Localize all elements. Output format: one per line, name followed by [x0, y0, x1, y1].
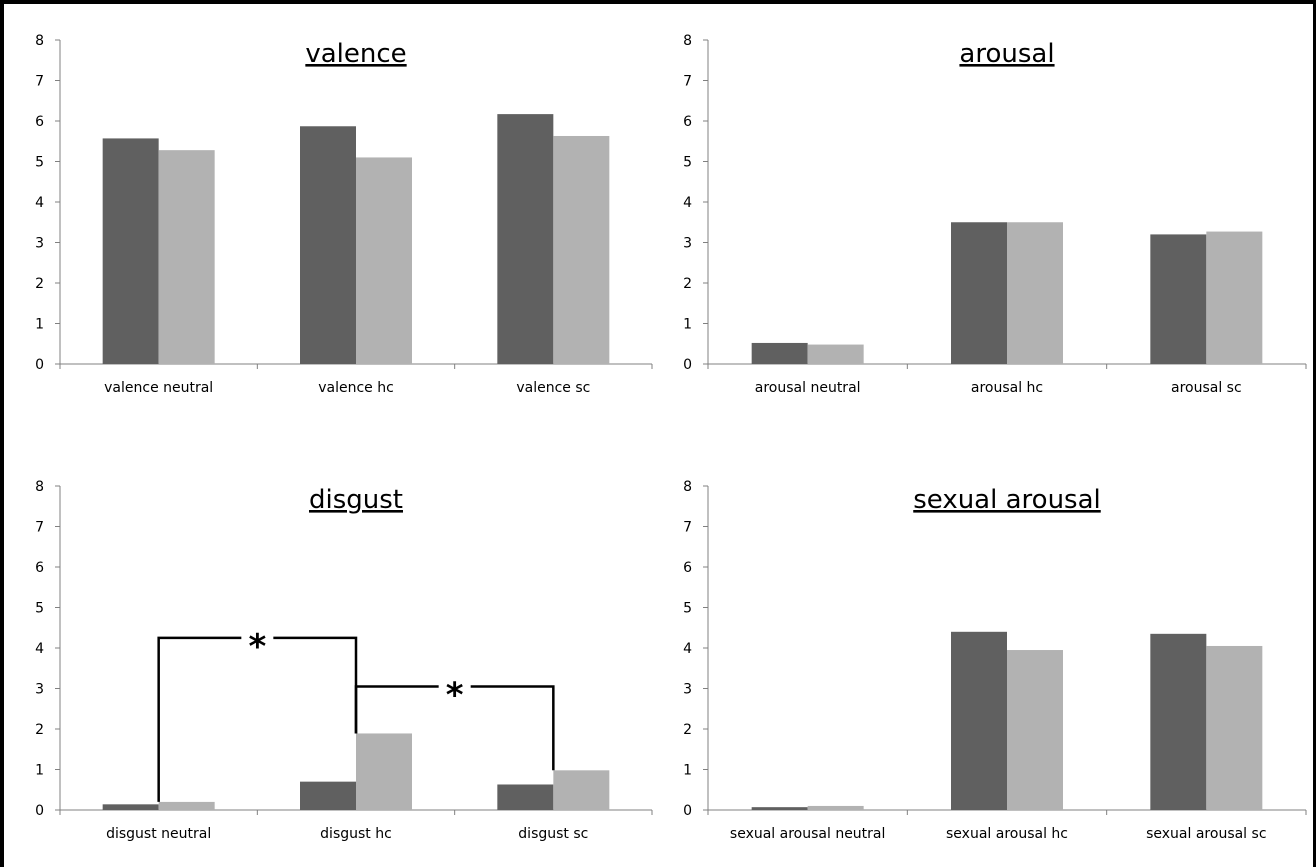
y-tick-label: 0 [35, 357, 44, 373]
chart-svg: 0 1 2 3 4 5 6 7 8 valence neutral valence hc valenc… [35, 33, 653, 396]
x-category-label: arousal neutral [755, 380, 861, 396]
y-tick-label: 8 [683, 479, 692, 495]
y-tick-label: 8 [35, 33, 44, 49]
x-category-label: sexual arousal sc [1146, 826, 1266, 842]
y-tick-label: 7 [683, 520, 692, 536]
y-tick-label: 7 [35, 74, 44, 90]
bar-valence-neutral-series-2 [158, 150, 215, 364]
y-tick-label: 1 [683, 763, 692, 779]
arousal-chart-panel: 0 1 2 3 4 5 6 7 8 arousal neutral arousal hc arousa… [656, 28, 1312, 408]
y-tick-label: 2 [35, 722, 44, 738]
bar-sexual-arousal-neutral-series-1 [751, 807, 808, 810]
x-category-label: valence neutral [104, 380, 213, 396]
y-tick-label: 5 [683, 601, 692, 617]
valence-chart-panel: 0 1 2 3 4 5 6 7 8 valence neutral valence hc valenc… [8, 28, 658, 408]
bar-sexual-arousal-sc-series-2 [1206, 645, 1263, 810]
bar-disgust-neutral-series-2 [158, 801, 215, 810]
bar-disgust-sc-series-1 [497, 784, 554, 810]
bar-arousal-neutral-series-2 [807, 344, 864, 364]
y-tick-label: 6 [683, 114, 692, 130]
y-tick-label: 0 [683, 357, 692, 373]
bar-valence-sc-series-2 [553, 135, 610, 364]
bar-sexual-arousal-hc-series-2 [1007, 650, 1063, 810]
y-tick-label: 4 [683, 641, 692, 657]
x-category-label: sexual arousal neutral [730, 826, 886, 842]
y-tick-label: 8 [35, 479, 44, 495]
bar-disgust-hc-series-1 [300, 781, 356, 810]
y-tick-label: 1 [35, 317, 44, 333]
bar-valence-sc-series-1 [497, 114, 554, 365]
bar-valence-hc-series-2 [356, 157, 412, 364]
x-category-label: valence sc [516, 380, 590, 396]
y-tick-label: 8 [683, 33, 692, 49]
y-tick-label: 1 [35, 763, 44, 779]
y-tick-label: 7 [35, 520, 44, 536]
disgust-chart-panel: 0 1 2 3 4 5 6 7 8 disgust neutral disgust hc disgus… [8, 474, 658, 854]
significance-label-background [438, 674, 471, 699]
bar-arousal-neutral-series-1 [751, 342, 808, 364]
bar-disgust-neutral-series-1 [102, 804, 159, 810]
y-tick-label: 5 [35, 601, 44, 617]
bar-sexual-arousal-sc-series-1 [1150, 633, 1207, 810]
significance-asterisk: * [248, 627, 266, 667]
chart-title: disgust [309, 485, 403, 515]
chart-svg: 0 1 2 3 4 5 6 7 8 arousal neutral arousal hc arousa… [683, 33, 1307, 396]
y-tick-label: 5 [683, 155, 692, 171]
bar-arousal-hc-series-2 [1007, 222, 1063, 364]
chart-title: arousal [959, 39, 1054, 69]
y-tick-label: 0 [35, 803, 44, 819]
y-tick-label: 2 [35, 276, 44, 292]
y-tick-label: 4 [35, 641, 44, 657]
bar-sexual-arousal-hc-series-1 [951, 631, 1007, 810]
y-tick-label: 0 [683, 803, 692, 819]
y-tick-label: 6 [683, 560, 692, 576]
x-category-label: arousal sc [1171, 380, 1242, 396]
y-tick-label: 4 [35, 195, 44, 211]
chart-title: sexual arousal [913, 485, 1101, 515]
significance-label-background [241, 625, 274, 650]
bar-sexual-arousal-neutral-series-2 [807, 805, 864, 810]
bar-arousal-sc-series-2 [1206, 231, 1263, 364]
y-tick-label: 2 [683, 722, 692, 738]
x-category-label: sexual arousal hc [946, 826, 1068, 842]
x-category-label: arousal hc [971, 380, 1043, 396]
y-tick-label: 7 [683, 74, 692, 90]
x-category-label: disgust hc [320, 826, 392, 842]
y-tick-label: 4 [683, 195, 692, 211]
x-category-label: disgust sc [518, 826, 588, 842]
x-category-label: valence hc [318, 380, 394, 396]
significance-asterisk: * [446, 675, 464, 715]
bar-valence-hc-series-1 [300, 126, 356, 364]
bar-disgust-hc-series-2 [356, 733, 412, 810]
y-tick-label: 2 [683, 276, 692, 292]
y-tick-label: 3 [35, 236, 44, 252]
chart-title: valence [305, 39, 406, 69]
chart-svg: 0 1 2 3 4 5 6 7 8 sexual arousal neutral sexual ar… [683, 479, 1307, 842]
y-tick-label: 3 [35, 682, 44, 698]
y-tick-label: 3 [683, 682, 692, 698]
y-tick-label: 5 [35, 155, 44, 171]
bar-disgust-sc-series-2 [553, 770, 610, 810]
chart-svg: 0 1 2 3 4 5 6 7 8 disgust neutral disgust hc disgus… [35, 479, 653, 842]
y-tick-label: 1 [683, 317, 692, 333]
x-category-label: disgust neutral [106, 826, 211, 842]
bar-arousal-sc-series-1 [1150, 234, 1207, 364]
y-tick-label: 6 [35, 560, 44, 576]
y-tick-label: 6 [35, 114, 44, 130]
bar-arousal-hc-series-1 [951, 222, 1007, 364]
sexual-arousal-chart-panel: 0 1 2 3 4 5 6 7 8 sexual arousal neutral sexual ar… [656, 474, 1312, 854]
bar-valence-neutral-series-1 [102, 138, 159, 364]
y-tick-label: 3 [683, 236, 692, 252]
